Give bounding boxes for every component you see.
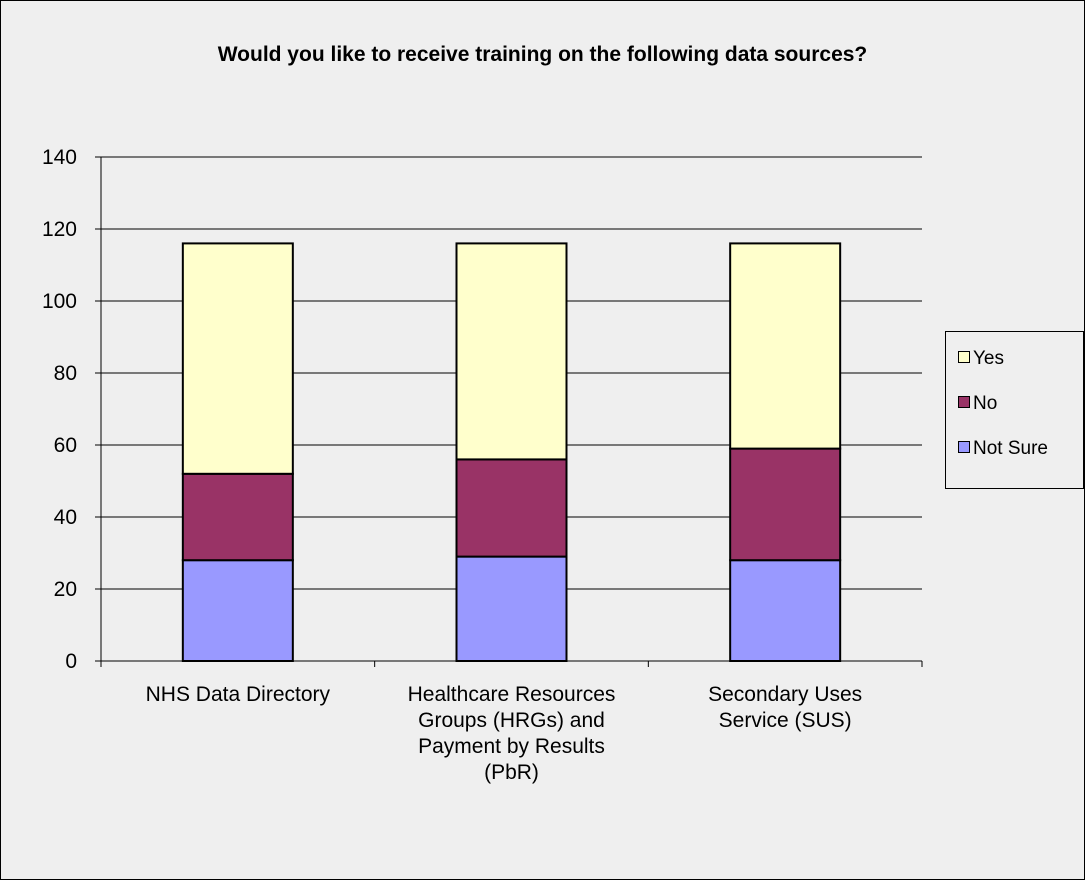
x-category-label-line: (PbR): [484, 761, 539, 784]
y-tick-label: 80: [54, 362, 77, 385]
legend-label: Yes: [973, 348, 1004, 369]
y-tick-label: 60: [54, 434, 77, 457]
x-category-label-line: Payment by Results: [418, 735, 605, 758]
bar-not-sure: [181, 559, 294, 663]
bar-yes: [455, 242, 568, 461]
x-category-label: Healthcare Resources Groups (HRGs) and Pay…: [377, 682, 647, 786]
chart-title: Would you like to receive training on th…: [217, 43, 868, 66]
legend-item: Not Sure: [958, 438, 1048, 460]
x-category-label-line: Secondary Uses: [708, 683, 863, 706]
legend-swatch: [958, 350, 970, 363]
bar-not-sure: [455, 555, 568, 662]
y-tick-label: 100: [42, 290, 77, 313]
x-category-label-line: NHS Data Directory: [145, 683, 331, 706]
y-tick-label: 0: [65, 650, 77, 673]
legend-item: No: [958, 393, 997, 415]
x-category-label-line: Service (SUS): [718, 709, 852, 732]
x-category-label-line: Groups (HRGs) and: [418, 709, 605, 732]
bar-yes: [181, 242, 294, 475]
x-category-label: Secondary Uses Service (SUS): [650, 682, 920, 734]
legend: Yes No Not Sure: [945, 331, 1084, 489]
bar-no: [455, 458, 568, 558]
legend-swatch: [958, 395, 970, 408]
y-tick-label: 120: [42, 218, 77, 241]
legend-item: Yes: [958, 348, 1004, 370]
bar-no: [181, 472, 294, 562]
legend-label: No: [973, 393, 998, 414]
bar-no: [729, 447, 842, 562]
y-tick-label: 20: [54, 578, 77, 601]
legend-swatch: [958, 440, 970, 453]
y-tick-label: 140: [42, 146, 77, 169]
x-category-label-line: Healthcare Resources: [407, 683, 616, 706]
legend-label: Not Sure: [973, 438, 1048, 459]
x-category-label: NHS Data Directory: [103, 682, 373, 708]
bar-yes: [729, 242, 842, 450]
y-tick-label: 40: [54, 506, 77, 529]
bar-not-sure: [729, 559, 842, 663]
